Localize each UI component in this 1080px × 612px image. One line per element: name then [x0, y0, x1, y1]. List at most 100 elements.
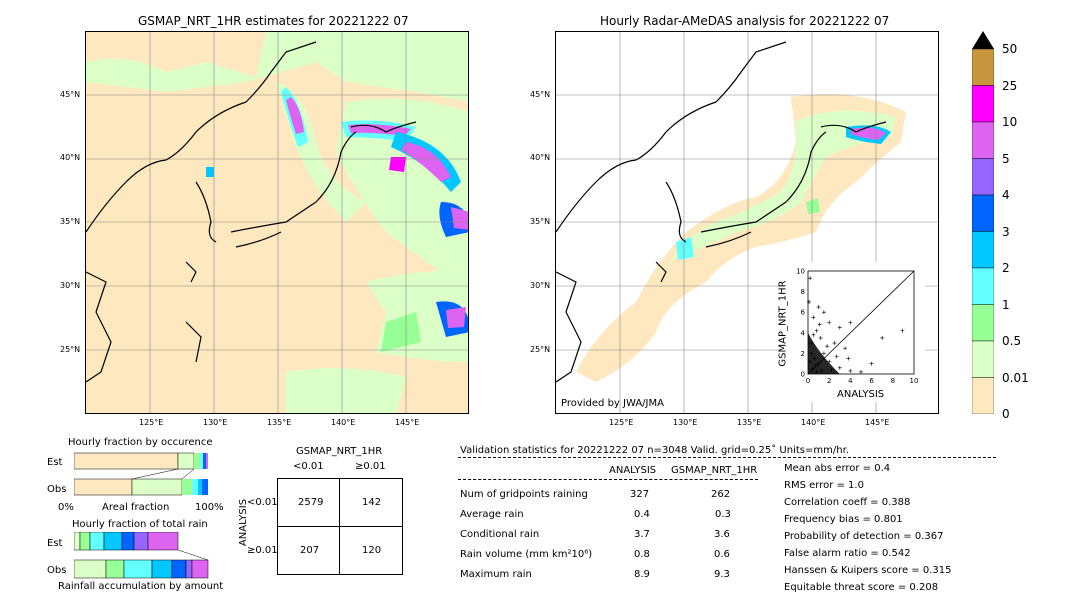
scatter-point [848, 368, 853, 373]
right-lat-25: 25°N [530, 345, 551, 354]
left-lat-35: 35°N [60, 217, 81, 226]
cb-label-4: 4 [1002, 188, 1010, 202]
cb-label-10: 10 [1002, 115, 1018, 129]
scatter-ytick: 8 [801, 288, 805, 296]
cb-label-2: 2 [1002, 261, 1010, 275]
validation-divider [458, 457, 996, 458]
left-map-canvas [86, 32, 468, 413]
total-rain-bars [73, 531, 209, 579]
occurrence-bars [73, 452, 208, 496]
scatter-point [807, 299, 812, 304]
stat-label-4: Maximum rain [460, 569, 532, 580]
colorbar-swatch [971, 121, 995, 159]
left-lat-40: 40°N [60, 153, 81, 162]
cb-label-1: 1 [1002, 298, 1010, 312]
rain-row-obs: Obs [47, 565, 67, 576]
scatter-point [843, 346, 848, 351]
left-lon-125: 125°E [139, 418, 164, 427]
scatter-ylabel: GSMAP_NRT_1HR [777, 280, 789, 367]
scatter-point [808, 276, 813, 281]
cb-label-25: 25 [1002, 79, 1018, 93]
colorbar-swatch [971, 194, 995, 232]
score-5: False alarm ratio = 0.542 [784, 548, 911, 559]
cb-label-50: 50 [1002, 42, 1018, 56]
score-3: Frequency bias = 0.801 [784, 514, 903, 525]
occ-axis-left: 0% [58, 502, 74, 513]
right-lat-30: 30°N [530, 281, 551, 290]
right-map-title: Hourly Radar-AMeDAS analysis for 2022122… [600, 14, 890, 28]
occ-row-obs: Obs [47, 484, 67, 495]
scatter-ytick: 0 [801, 371, 805, 379]
stat-a-3: 0.8 [634, 549, 650, 560]
scatter-point [825, 344, 830, 349]
scatter-point [811, 332, 816, 337]
scatter-point [821, 310, 826, 315]
scatter-xtick: 10 [910, 377, 919, 385]
stat-g-0: 262 [711, 489, 731, 500]
scatter-point [814, 328, 819, 333]
scatter-point [900, 328, 905, 333]
contingency-title: GSMAP_NRT_1HR [296, 446, 383, 457]
contingency-table: 2579 142 207 120 [277, 478, 403, 575]
scatter-point [880, 335, 885, 340]
scatter-xlabel: ANALYSIS [837, 389, 885, 400]
scatter-point [811, 315, 816, 320]
colorbar-swatch [971, 85, 995, 123]
colorbar-swatch [971, 231, 995, 269]
colorbar-extend-arrow [972, 31, 994, 49]
scatter-ytick: 2 [801, 350, 805, 358]
scatter-point [837, 365, 842, 370]
stat-label-2: Conditional rain [460, 529, 540, 540]
right-lon-125: 125°E [609, 418, 634, 427]
scatter-xtick: 4 [848, 377, 853, 385]
colorbar-swatch [971, 304, 995, 342]
right-lon-135: 135°E [737, 418, 762, 427]
stat-label-1: Average rain [460, 509, 524, 520]
validation-col2: GSMAP_NRT_1HR [671, 465, 758, 476]
stat-g-3: 0.6 [714, 549, 730, 560]
left-lat-30: 30°N [60, 281, 81, 290]
right-lon-130: 130°E [673, 418, 698, 427]
scatter-diagonal [807, 270, 915, 375]
stat-label-0: Num of gridpoints raining [460, 489, 588, 500]
scatter-point [837, 325, 842, 330]
colorbar-swatch [971, 158, 995, 196]
right-lon-145: 145°E [865, 418, 890, 427]
score-2: Correlation coeff = 0.388 [784, 497, 911, 508]
cell-22: 120 [362, 545, 382, 556]
cell-11: 2579 [298, 497, 324, 508]
stat-a-2: 3.7 [634, 529, 650, 540]
score-0: Mean abs error = 0.4 [784, 463, 891, 474]
scatter-point [817, 322, 822, 327]
scatter-inset: 0 0 2 2 4 4 6 6 8 8 10 10 [780, 262, 925, 402]
right-lon-140: 140°E [801, 418, 826, 427]
stat-g-1: 0.3 [715, 509, 731, 520]
stat-a-0: 327 [630, 489, 650, 500]
scatter-point [848, 320, 853, 325]
credit-label: Provided by JWA/JMA [561, 398, 664, 409]
scatter-dense-cluster [808, 332, 840, 374]
total-rain-title: Hourly fraction of total rain [72, 519, 208, 530]
left-lon-130: 130°E [203, 418, 228, 427]
scatter-ytick: 10 [796, 268, 805, 276]
scatter-xtick: 6 [869, 377, 874, 385]
right-lat-35: 35°N [530, 217, 551, 226]
score-6: Hanssen & Kuipers score = 0.315 [784, 565, 952, 576]
scatter-plot: 00 2 2 4 4 6 6 8 8 10 10 [796, 268, 919, 386]
scatter-ytick: 6 [801, 309, 806, 317]
scatter-point [818, 335, 823, 340]
scatter-point [816, 305, 821, 310]
rain-row-est: Est [47, 538, 63, 549]
stat-a-4: 8.9 [634, 569, 650, 580]
colorbar-canvas [971, 31, 995, 415]
occ-axis-mid: Areal fraction [102, 502, 170, 513]
scatter-point [821, 351, 826, 356]
left-lon-135: 135°E [267, 418, 292, 427]
score-1: RMS error = 1.0 [784, 480, 864, 491]
scatter-ytick: 4 [801, 329, 806, 337]
contingency-col-lt: <0.01 [293, 461, 324, 472]
scatter-xtick: 2 [827, 377, 831, 385]
colorbar-swatch [971, 340, 995, 378]
scatter-point [832, 341, 837, 346]
left-lat-45: 45°N [60, 90, 81, 99]
